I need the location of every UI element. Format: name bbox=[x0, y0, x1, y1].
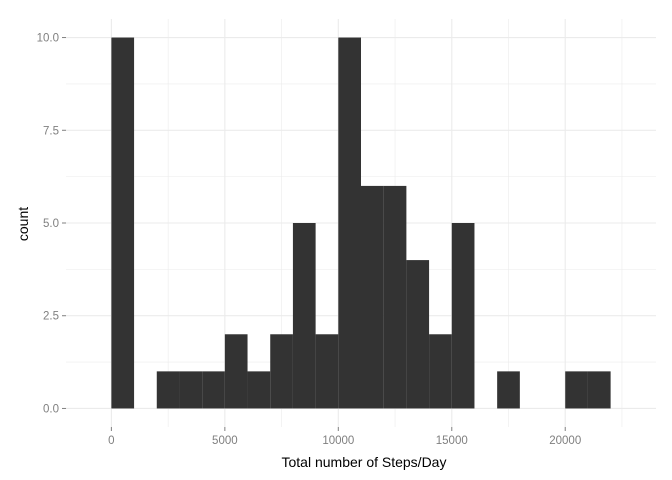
histogram-bar bbox=[565, 371, 588, 409]
histogram-bar bbox=[338, 37, 361, 409]
y-axis-title: count bbox=[15, 207, 31, 241]
x-tick-label: 0 bbox=[108, 435, 114, 447]
histogram-bar bbox=[111, 37, 135, 409]
y-tick-label: 7.5 bbox=[43, 125, 59, 137]
x-axis-title: Total number of Steps/Day bbox=[282, 454, 447, 470]
y-tick-label: 10.0 bbox=[37, 33, 59, 45]
histogram-bar bbox=[451, 223, 475, 409]
y-tick-label: 0.0 bbox=[43, 403, 59, 415]
x-tick-label: 15000 bbox=[436, 435, 468, 447]
histogram-bar bbox=[247, 371, 271, 409]
histogram-bar bbox=[202, 371, 225, 409]
histogram-bar bbox=[156, 371, 180, 409]
x-tick-label: 20000 bbox=[549, 435, 581, 447]
histogram-bar bbox=[179, 371, 203, 409]
y-tick-label: 5.0 bbox=[43, 218, 59, 230]
histogram-bar bbox=[224, 334, 248, 409]
histogram-bar bbox=[587, 371, 611, 409]
histogram-bar bbox=[361, 185, 384, 409]
y-tick-label: 2.5 bbox=[43, 311, 59, 323]
x-axis-ticks: 0 5000 10000 15000 20000 bbox=[108, 427, 581, 447]
histogram-bar bbox=[315, 334, 339, 409]
histogram-bars bbox=[111, 37, 611, 409]
x-tick-label: 10000 bbox=[322, 435, 354, 447]
histogram-bar bbox=[406, 260, 430, 409]
histogram-bar bbox=[429, 334, 452, 409]
histogram-bar bbox=[292, 223, 316, 409]
histogram-bar bbox=[383, 185, 407, 409]
histogram-bar bbox=[497, 371, 520, 409]
histogram-bar bbox=[270, 334, 293, 409]
y-axis-ticks: 0.0 2.5 5.0 7.5 10.0 bbox=[37, 33, 66, 415]
x-tick-label: 5000 bbox=[212, 435, 238, 447]
